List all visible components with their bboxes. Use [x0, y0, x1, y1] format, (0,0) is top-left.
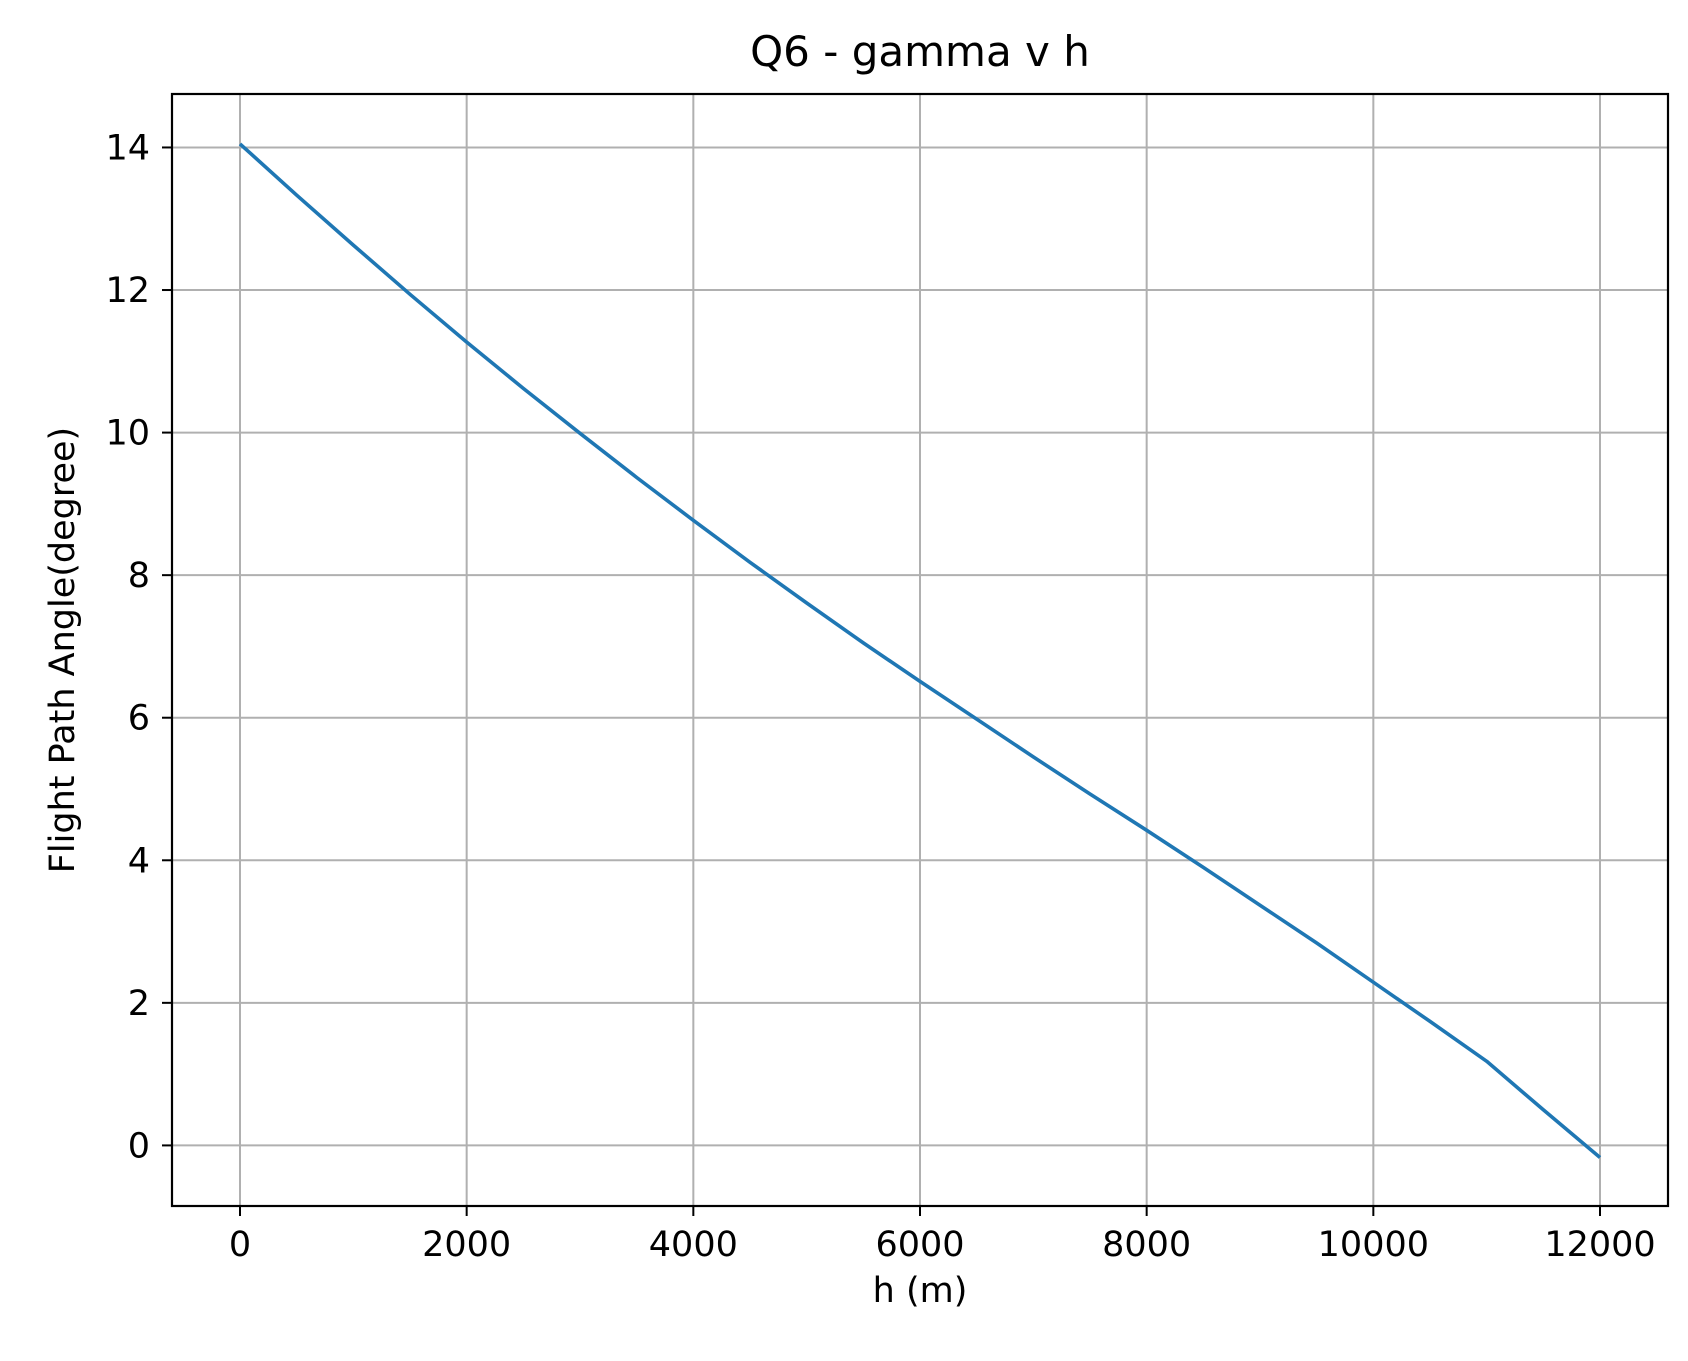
x-tick-label: 10000	[1318, 1225, 1429, 1265]
x-axis-label: h (m)	[873, 1271, 968, 1311]
x-tick-label: 2000	[422, 1225, 511, 1265]
y-tick-label: 0	[128, 1126, 150, 1166]
y-axis-label: Flight Path Angle(degree)	[43, 427, 83, 873]
y-tick-label: 12	[105, 271, 150, 311]
x-tick-label: 4000	[649, 1225, 738, 1265]
chart-title: Q6 - gamma v h	[750, 27, 1090, 76]
y-tick-label: 10	[105, 414, 150, 454]
x-tick-label: 8000	[1102, 1225, 1191, 1265]
y-tick-label: 14	[105, 128, 150, 168]
y-tick-label: 4	[128, 841, 150, 881]
x-tick-label: 0	[229, 1225, 251, 1265]
y-tick-label: 6	[128, 699, 150, 739]
y-tick-label: 2	[128, 984, 150, 1024]
grid-lines	[172, 94, 1668, 1206]
y-tick-label: 8	[128, 556, 150, 596]
axis-ticks: 0 2000 4000 6000 8000 10000 12000 0 2 4 6 8 10 12 14	[105, 128, 1655, 1265]
x-tick-label: 12000	[1544, 1225, 1655, 1265]
x-tick-label: 6000	[875, 1225, 964, 1265]
series-line	[238, 142, 1602, 1159]
plot-area	[238, 142, 1602, 1159]
